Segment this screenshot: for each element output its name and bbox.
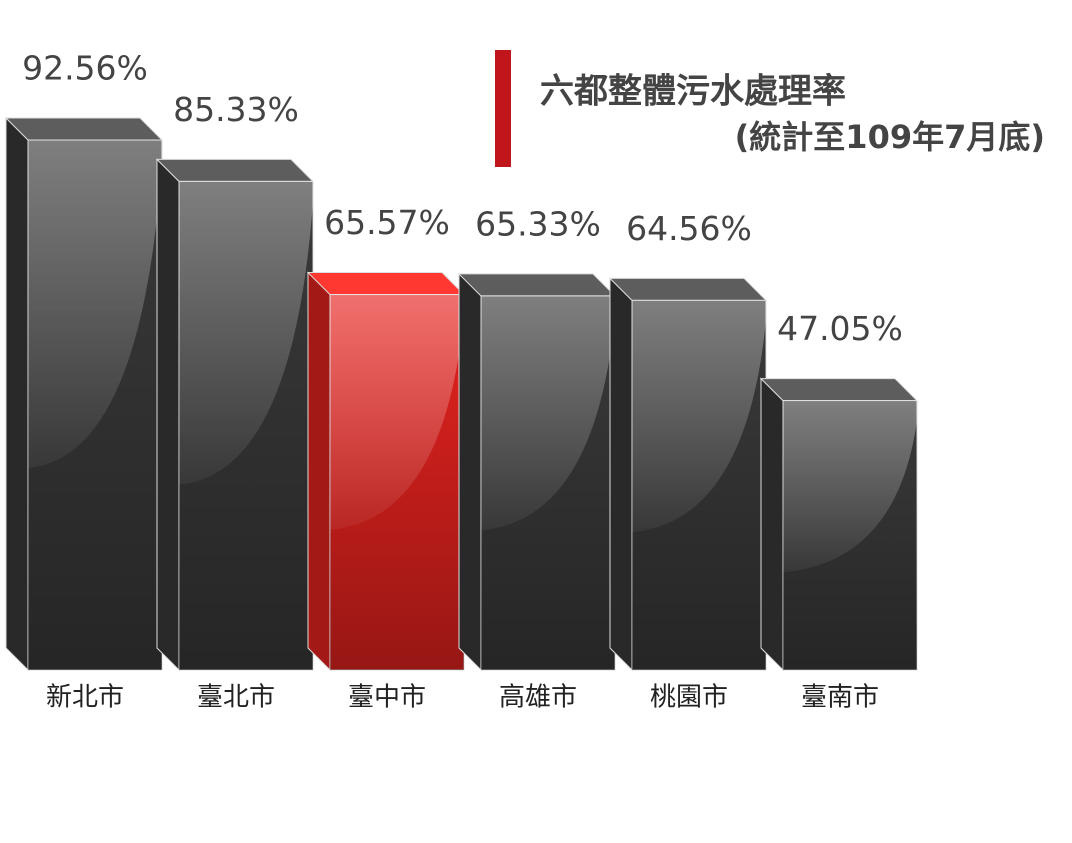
bar-side <box>307 271 331 672</box>
bar-side <box>609 277 633 672</box>
value-label: 92.56% <box>22 49 148 88</box>
bar-side <box>760 377 784 672</box>
bar-top <box>457 273 617 297</box>
value-label: 47.05% <box>777 309 903 348</box>
value-label: 64.56% <box>626 209 752 248</box>
bar-top <box>155 158 315 182</box>
x-tick-label: 高雄市 <box>499 683 577 713</box>
bar-side <box>5 116 29 672</box>
x-tick-label: 桃園市 <box>650 683 728 713</box>
bar-side <box>156 158 180 672</box>
value-label: 65.57% <box>324 203 450 242</box>
bar-top <box>306 272 466 296</box>
bar-gloss <box>179 181 313 485</box>
bar-gloss <box>481 295 615 531</box>
bar-gloss <box>632 300 766 533</box>
x-tick-label: 新北市 <box>46 683 124 713</box>
chart-subtitle: (統計至109年7月底) <box>735 118 1045 156</box>
x-tick-label: 臺南市 <box>801 683 879 713</box>
value-label: 65.33% <box>475 204 601 243</box>
bar-gloss <box>28 140 162 468</box>
value-label: 85.33% <box>173 90 299 129</box>
bar-top <box>608 277 768 301</box>
x-tick-label: 臺中市 <box>348 683 426 713</box>
bar-gloss <box>783 400 917 573</box>
bar-side <box>458 272 482 672</box>
title-accent <box>495 50 511 167</box>
bar-top <box>4 117 164 141</box>
x-tick-label: 臺北市 <box>197 683 275 713</box>
bar-top <box>759 378 919 402</box>
bar-gloss <box>330 294 464 530</box>
chart-title: 六都整體污水處理率 <box>540 72 846 112</box>
